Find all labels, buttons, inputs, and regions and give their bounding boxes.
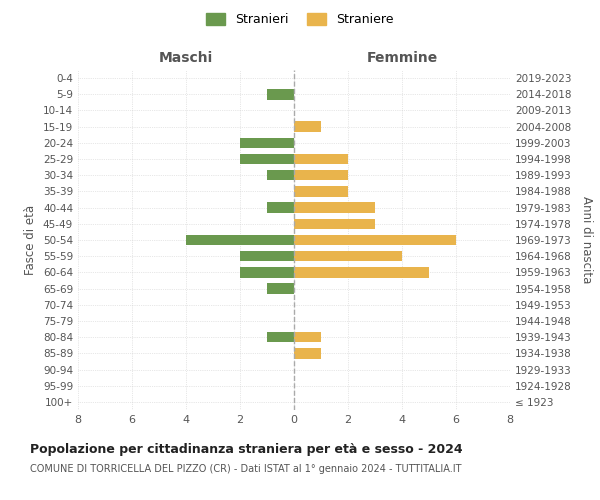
Text: Maschi: Maschi xyxy=(159,51,213,65)
Y-axis label: Fasce di età: Fasce di età xyxy=(25,205,37,275)
Bar xyxy=(294,122,321,132)
Bar xyxy=(267,89,294,100)
Bar xyxy=(294,186,348,196)
Bar xyxy=(240,138,294,148)
Legend: Stranieri, Straniere: Stranieri, Straniere xyxy=(203,8,397,30)
Text: Popolazione per cittadinanza straniera per età e sesso - 2024: Popolazione per cittadinanza straniera p… xyxy=(30,442,463,456)
Bar xyxy=(294,251,402,262)
Bar xyxy=(267,332,294,342)
Text: Femmine: Femmine xyxy=(367,51,437,65)
Bar xyxy=(294,154,348,164)
Bar xyxy=(240,251,294,262)
Bar xyxy=(294,332,321,342)
Bar xyxy=(294,267,429,278)
Y-axis label: Anni di nascita: Anni di nascita xyxy=(580,196,593,284)
Bar xyxy=(294,202,375,213)
Bar xyxy=(267,202,294,213)
Bar xyxy=(240,267,294,278)
Bar xyxy=(294,234,456,246)
Text: COMUNE DI TORRICELLA DEL PIZZO (CR) - Dati ISTAT al 1° gennaio 2024 - TUTTITALIA: COMUNE DI TORRICELLA DEL PIZZO (CR) - Da… xyxy=(30,464,461,474)
Bar xyxy=(267,170,294,180)
Bar xyxy=(267,284,294,294)
Bar xyxy=(294,348,321,358)
Bar xyxy=(294,170,348,180)
Bar xyxy=(294,218,375,229)
Bar xyxy=(240,154,294,164)
Bar xyxy=(186,234,294,246)
